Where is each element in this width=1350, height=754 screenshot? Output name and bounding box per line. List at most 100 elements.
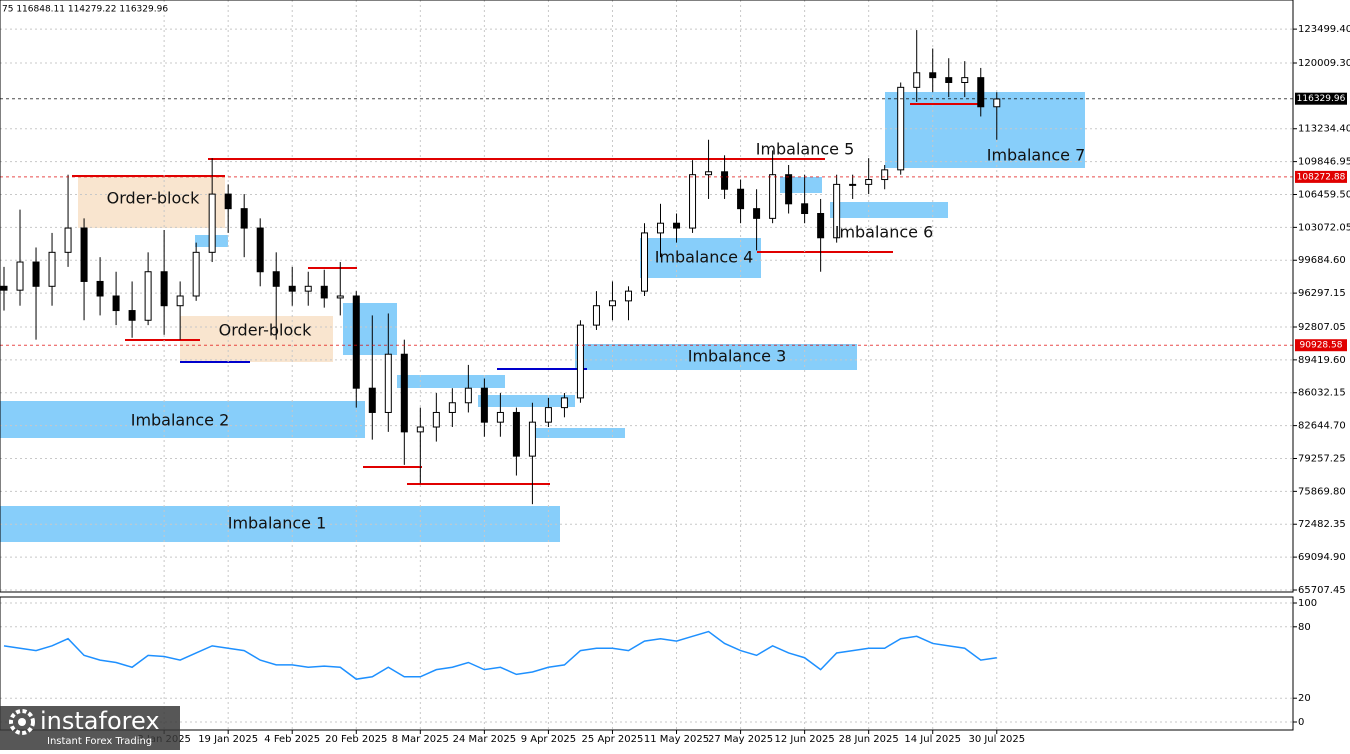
imbalance-zone <box>530 428 625 438</box>
logo-name: instaforex <box>40 707 160 735</box>
logo-icon <box>18 718 26 726</box>
candle-body <box>801 203 809 215</box>
x-tick-label: 25 Apr 2025 <box>582 734 644 745</box>
order-block-zone <box>180 316 333 362</box>
order-block-zone <box>78 176 225 228</box>
candle-body <box>80 227 88 282</box>
subtitle: 75 116848.11 114279.22 116329.96 <box>2 5 168 15</box>
indicator-line <box>3 630 997 680</box>
candle-body <box>608 300 616 307</box>
y-tick-label: 0 <box>1298 717 1304 728</box>
candle-body <box>785 174 793 205</box>
candle-body <box>304 285 312 292</box>
logo: instaforex Instant Forex Trading <box>0 706 180 750</box>
zone-label: Imbalance 6 <box>835 223 934 242</box>
candle-body <box>945 77 953 83</box>
candle-body <box>528 421 536 457</box>
logo-icon <box>9 709 35 735</box>
candle-body <box>496 411 504 423</box>
candle-body <box>0 285 8 291</box>
candle-body <box>384 353 392 413</box>
candle-body <box>817 213 825 239</box>
imbalance-zone <box>397 375 505 388</box>
candle-body <box>640 232 648 292</box>
y-tick-label: 86032.15 <box>1298 388 1346 399</box>
price-tag-label: 116329.96 <box>1297 94 1346 104</box>
candle-body <box>16 261 24 291</box>
imbalance-zone <box>343 303 397 355</box>
zone-label: Imbalance 2 <box>131 411 230 430</box>
y-tick-label: 92807.05 <box>1298 322 1346 333</box>
candle-body <box>400 353 408 433</box>
x-tick-label: 14 Jul 2025 <box>904 734 961 745</box>
x-tick-label: 11 May 2025 <box>644 734 709 745</box>
candle-body <box>849 183 857 186</box>
zone-label: Imbalance 1 <box>228 514 327 533</box>
x-tick-label: 8 Mar 2025 <box>392 734 449 745</box>
candle-body <box>240 208 248 229</box>
candle-body <box>737 188 745 210</box>
x-tick-label: 30 Jul 2025 <box>968 734 1025 745</box>
zone-label: Imbalance 5 <box>756 140 855 159</box>
y-tick-label: 109846.95 <box>1298 157 1350 168</box>
candle-body <box>897 86 905 171</box>
x-tick-label: 4 Feb 2025 <box>264 734 320 745</box>
x-tick-label: 24 Mar 2025 <box>453 734 516 745</box>
plot-border <box>0 0 1294 593</box>
price-tag <box>1295 170 1347 183</box>
candle-body <box>705 171 713 176</box>
y-tick-label: 123499.40 <box>1298 24 1350 35</box>
candle-body <box>480 387 488 423</box>
candle-body <box>977 77 985 108</box>
candle-body <box>881 169 889 181</box>
y-tick-label: 106459.50 <box>1298 189 1350 200</box>
candle-body <box>160 271 168 307</box>
candle-body <box>833 183 841 239</box>
candle-body <box>929 72 937 79</box>
imbalance-zone <box>478 395 575 407</box>
candle-body <box>112 295 120 312</box>
zone-label: Imbalance 3 <box>688 347 787 366</box>
candle-body <box>48 251 56 287</box>
candle-body <box>176 295 184 307</box>
level-lines <box>72 103 978 485</box>
y-tick-label: 69094.90 <box>1298 552 1346 563</box>
y-tick-label: 89419.60 <box>1298 355 1346 366</box>
candle-body <box>673 222 681 229</box>
imbalance-zone <box>830 202 948 218</box>
candle-body <box>769 174 777 219</box>
zones <box>0 92 1085 542</box>
x-tick-label: 20 Feb 2025 <box>325 734 387 745</box>
y-tick-label: 72482.35 <box>1298 519 1346 530</box>
y-tick-label: 82644.70 <box>1298 421 1346 432</box>
candle-body <box>432 411 440 428</box>
zone-label: Imbalance 4 <box>655 248 754 267</box>
y-tick-label: 99684.60 <box>1298 255 1346 266</box>
price-tag-label: 108272.88 <box>1297 172 1346 182</box>
zone-labels: Order-block Order-block Imbalance 1 Imba… <box>107 140 1086 533</box>
candle-body <box>224 193 232 210</box>
x-tick-label: 28 Jun 2025 <box>839 734 899 745</box>
zone-label: Imbalance 7 <box>987 146 1086 165</box>
y-tick-label: 103072.05 <box>1298 222 1350 233</box>
price-tag <box>1295 339 1347 352</box>
candle-body <box>512 411 520 457</box>
x-tick-label: 27 May 2025 <box>708 734 773 745</box>
candle-body <box>913 72 921 88</box>
x-tick-label: 19 Jan 2025 <box>198 734 258 745</box>
candle-body <box>689 174 697 229</box>
y-tick-label: 20 <box>1298 693 1311 704</box>
y-tick-label: 100 <box>1298 598 1317 609</box>
price-tag-label: 90928.58 <box>1300 341 1343 351</box>
candle-body <box>32 261 40 287</box>
imbalance-zone <box>575 344 857 370</box>
candle-body <box>576 324 584 399</box>
candle-body <box>96 280 104 297</box>
x-tick-label: 12 Jun 2025 <box>775 734 835 745</box>
indicator-border <box>0 596 1294 731</box>
candle-body <box>721 171 729 190</box>
candle-body <box>336 295 344 299</box>
